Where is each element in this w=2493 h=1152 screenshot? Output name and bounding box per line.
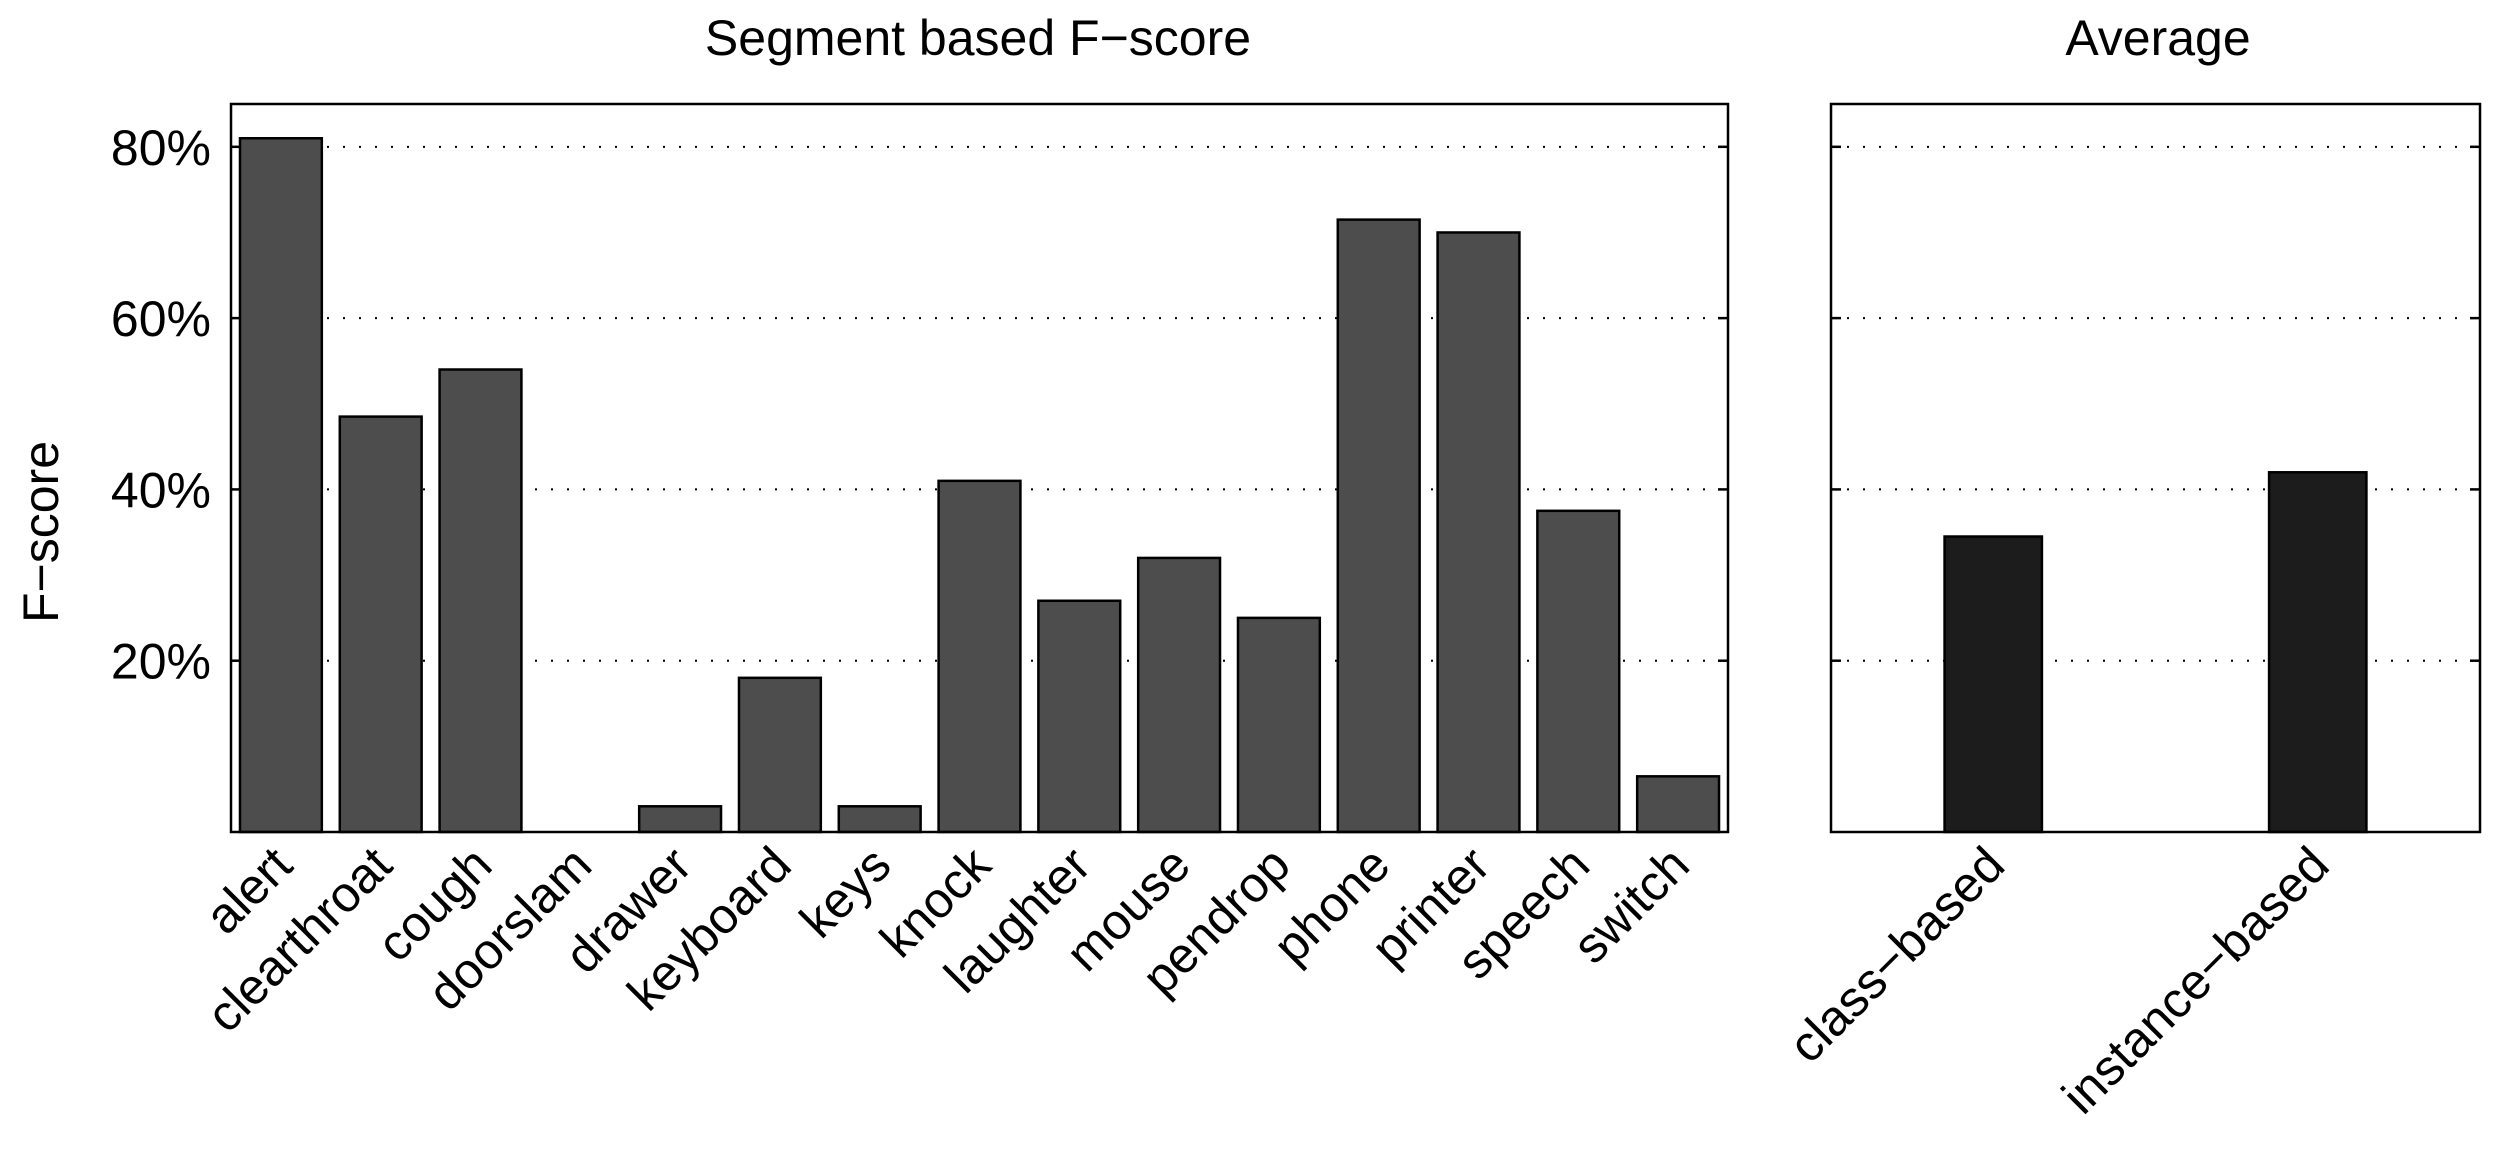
- category-label: clearthroat: [196, 836, 403, 1043]
- bar-keys: [837, 805, 922, 834]
- right-category-labels: class−based instance−based: [1778, 836, 2340, 1124]
- bar-laughter: [1037, 599, 1122, 834]
- category-label: class−based: [1778, 836, 2015, 1073]
- category-label: switch: [1562, 836, 1700, 974]
- chart-title-average: Average: [2065, 10, 2250, 66]
- bar-knock: [937, 479, 1022, 834]
- segment-fscore-panel: Segment based F−score F−score 20% 40% 60% 8…: [13, 10, 1730, 1043]
- bar-cough: [438, 368, 523, 834]
- y-axis-label: F−score: [13, 441, 69, 623]
- bar-pendrop: [1236, 616, 1322, 834]
- bar-clearthroat: [338, 415, 423, 834]
- y-tick-label: 80%: [111, 120, 211, 176]
- bar-printer: [1436, 231, 1521, 834]
- bar-class−based: [1943, 535, 2044, 834]
- y-tick-label: 60%: [111, 291, 211, 347]
- y-tick-label: 20%: [111, 634, 211, 690]
- bar-phone: [1336, 218, 1421, 834]
- y-tick-label: 40%: [111, 462, 211, 518]
- left-gridlines: [231, 145, 1728, 662]
- bar-instance−based: [2267, 471, 2368, 834]
- left-category-labels: alertclearthroatcoughdoorslamdrawerkeybo…: [194, 835, 1700, 1042]
- bar-keyboard: [737, 676, 823, 834]
- left-y-tick-labels: 20% 40% 60% 80%: [111, 120, 211, 690]
- right-bars: [1943, 471, 2368, 834]
- bar-mouse: [1136, 556, 1222, 834]
- right-gridlines: [1831, 145, 2480, 662]
- category-label: instance−based: [2051, 836, 2339, 1124]
- left-plot-frame: [229, 102, 1730, 834]
- bar-speech: [1536, 509, 1621, 834]
- right-plot-frame: [1829, 102, 2482, 834]
- bar-switch: [1635, 775, 1721, 834]
- chart-title-segment: Segment based F−score: [705, 10, 1251, 66]
- bar-alert: [238, 137, 324, 834]
- left-bars: [238, 137, 1721, 834]
- average-panel: Average class−based instance−based: [1778, 10, 2482, 1124]
- bar-drawer: [637, 805, 723, 834]
